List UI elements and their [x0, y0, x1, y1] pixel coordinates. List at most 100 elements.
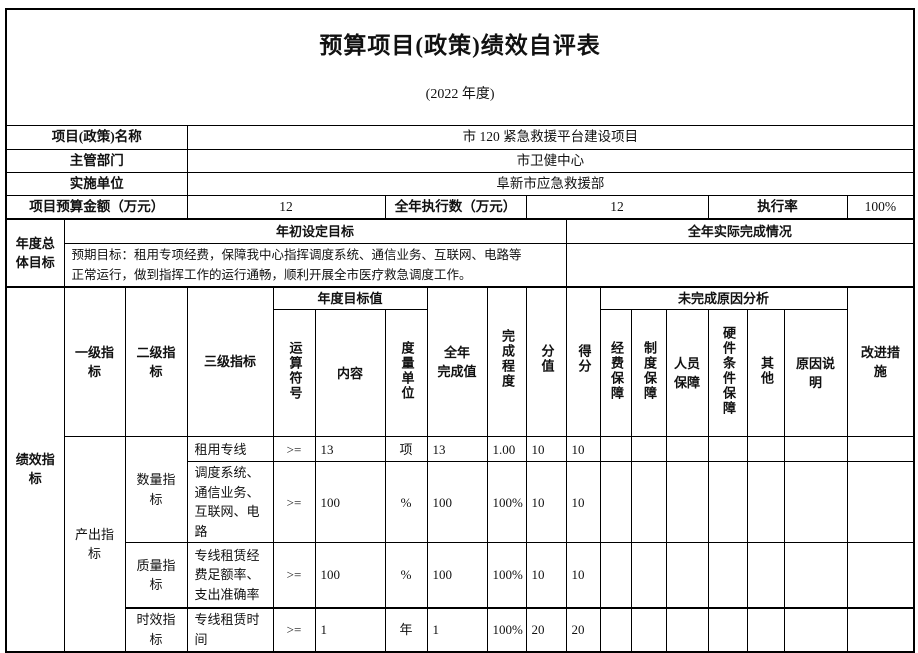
cell-degree: 100%	[486, 542, 527, 609]
cell-fund-empty	[599, 436, 632, 463]
header-year-value: 全年 完成值	[426, 285, 488, 438]
header-other: 其他	[746, 309, 785, 438]
cell-degree: 100%	[486, 461, 527, 544]
header-points: 得分	[565, 285, 601, 438]
cell-institution-empty	[630, 461, 667, 544]
cell-operator: >=	[272, 542, 316, 609]
indicator-row: 调度系统、 通信业务、 互联网、电 路 >= 100 % 100 100% 10…	[6, 461, 915, 544]
header-score-text: 分值	[539, 344, 555, 375]
cell-degree: 1.00	[486, 436, 527, 463]
cell-improvement-empty	[846, 542, 915, 609]
level2-quality-indicator: 质量指 标	[124, 542, 188, 609]
cell-points: 20	[565, 606, 601, 653]
unit-row: 实施单位 阜新市应急救援部	[5, 171, 915, 197]
header-level1: 一级指 标	[63, 285, 126, 438]
department-row: 主管部门 市卫健中心	[5, 148, 915, 173]
rate-value: 100%	[846, 195, 915, 220]
rate-label: 执行率	[707, 195, 848, 220]
header-hardware: 硬件条件保障	[707, 309, 748, 438]
header-other-text: 其他	[758, 355, 774, 386]
cell-year-value: 100	[426, 542, 488, 609]
header-annual-target-group: 年度目标值	[272, 285, 428, 311]
cell-unit: %	[384, 461, 428, 544]
cell-other-empty	[746, 606, 785, 653]
project-name-row: 项目(政策)名称 市 120 紧急救援平台建设项目	[5, 125, 915, 150]
actual-completion-header: 全年实际完成情况	[565, 218, 915, 244]
cell-improvement-empty	[846, 461, 915, 544]
header-unit-text: 度量单位	[399, 340, 415, 401]
indicator-row: 时效指 标 专线租赁时 间 >= 1 年 1 100% 20 20	[6, 606, 915, 653]
cell-hardware-empty	[707, 461, 748, 544]
cell-unit: 项	[384, 436, 428, 463]
cell-year-value: 13	[426, 436, 488, 463]
budget-value: 12	[186, 195, 386, 220]
header-content: 内容	[314, 309, 386, 438]
header-degree: 完成程度	[486, 285, 527, 438]
goal-row-label: 年度总 体目标	[5, 218, 65, 288]
header-unit: 度量单位	[384, 309, 428, 438]
unit-label: 实施单位	[5, 171, 188, 197]
cell-content: 13	[314, 436, 386, 463]
cell-points: 10	[565, 461, 601, 544]
cell-personnel-empty	[665, 542, 709, 609]
cell-institution-empty	[630, 606, 667, 653]
level2-timeliness-indicator: 时效指 标	[124, 606, 188, 653]
cell-institution-empty	[630, 542, 667, 609]
page-title: 预算项目(政策)绩效自评表	[319, 32, 601, 58]
header-level2: 二级指 标	[124, 285, 188, 438]
level2-quantity-indicator: 数量指 标	[124, 436, 188, 544]
section-label-performance: 绩效指 标	[5, 285, 65, 653]
page-subtitle: (2022 年度)	[425, 86, 495, 102]
header-reason: 原因说 明	[783, 309, 848, 438]
header-unfinished-group: 未完成原因分析	[599, 285, 848, 311]
cell-score: 10	[525, 461, 567, 544]
self-evaluation-table: 预算项目(政策)绩效自评表 (2022 年度) 项目(政策)名称 市 120 紧…	[5, 8, 916, 653]
cell-level3: 专线租赁时 间	[186, 606, 274, 653]
cell-operator: >=	[272, 436, 316, 463]
cell-level3: 专线租赁经 费足额率、 支出准确率	[186, 542, 274, 609]
cell-personnel-empty	[665, 606, 709, 653]
goal-header-row: 年度总 体目标 年初设定目标 全年实际完成情况	[5, 218, 915, 288]
cell-personnel-empty	[665, 461, 709, 544]
indicator-header-row-b: 运算符号 内容 度量单位 经费保障 制度保障 人员 保障 硬件条件保障 其他 原…	[6, 309, 914, 438]
cell-score: 10	[525, 542, 567, 609]
level1-output-indicator: 产出指 标	[63, 436, 126, 653]
cell-personnel-empty	[665, 436, 709, 463]
header-score: 分值	[525, 285, 567, 438]
goal-text-row: 预期目标：租用专项经费，保障我中心指挥调度系统、通信业务、互联网、电路等 正常运…	[6, 242, 915, 288]
cell-improvement-empty	[846, 606, 915, 653]
executed-label: 全年执行数（万元）	[384, 195, 527, 220]
cell-content: 100	[314, 461, 386, 544]
initial-goal-header: 年初设定目标	[63, 218, 567, 244]
header-fund: 经费保障	[599, 309, 632, 438]
project-name-value: 市 120 紧急救援平台建设项目	[186, 125, 915, 150]
project-name-label: 项目(政策)名称	[5, 125, 188, 150]
header-institution: 制度保障	[630, 309, 667, 438]
header-degree-text: 完成程度	[499, 329, 515, 390]
cell-improvement-empty	[846, 436, 915, 463]
unit-value: 阜新市应急救援部	[186, 171, 915, 197]
cell-content: 1	[314, 606, 386, 653]
header-fund-text: 经费保障	[608, 340, 624, 401]
header-personnel: 人员 保障	[665, 309, 709, 438]
department-label: 主管部门	[5, 148, 188, 173]
indicator-row: 产出指 标 数量指 标 租用专线 >= 13 项 13 1.00 10 10	[6, 436, 915, 653]
header-improvement: 改进措 施	[846, 285, 915, 438]
cell-unit: %	[384, 542, 428, 609]
cell-degree: 100%	[486, 606, 527, 653]
cell-other-empty	[746, 461, 785, 544]
cell-unit: 年	[384, 606, 428, 653]
cell-score: 10	[525, 436, 567, 463]
executed-value: 12	[525, 195, 709, 220]
header-operator: 运算符号	[272, 309, 316, 438]
cell-fund-empty	[599, 461, 632, 544]
indicator-row: 质量指 标 专线租赁经 费足额率、 支出准确率 >= 100 % 100 100…	[6, 542, 915, 609]
cell-hardware-empty	[707, 542, 748, 609]
header-operator-text: 运算符号	[287, 340, 303, 401]
cell-hardware-empty	[707, 436, 748, 463]
title-row: 预算项目(政策)绩效自评表 (2022 年度)	[5, 8, 915, 127]
cell-other-empty	[746, 542, 785, 609]
cell-operator: >=	[272, 606, 316, 653]
actual-completion-cell	[565, 242, 915, 288]
